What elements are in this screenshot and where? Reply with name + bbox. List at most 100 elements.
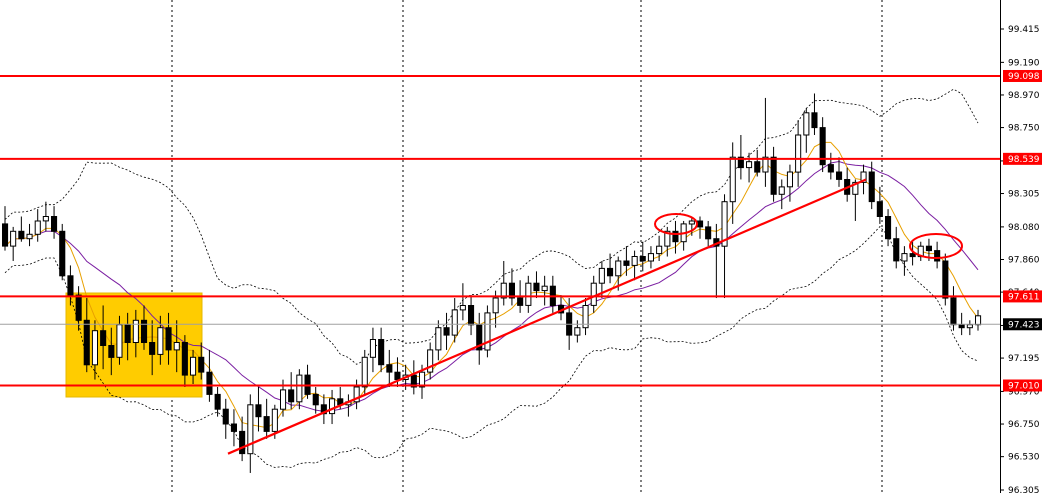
candle [876, 186, 883, 224]
candle-body [590, 282, 597, 306]
candle [574, 320, 581, 343]
candle [729, 142, 736, 224]
candle [386, 349, 393, 387]
candle-body [770, 156, 777, 195]
candle-body [157, 327, 164, 355]
candle-body [598, 267, 605, 284]
candle [607, 253, 614, 284]
candle [468, 295, 475, 336]
candle [746, 152, 753, 183]
candle-body [288, 389, 295, 403]
candle [680, 220, 687, 251]
candle [975, 309, 982, 331]
candle-body [909, 253, 916, 258]
candle-body [10, 230, 17, 247]
candle-body [893, 238, 900, 262]
candle [786, 164, 794, 202]
candle-body [18, 230, 25, 240]
y-tick-label: 98.080 [1008, 223, 1040, 233]
candle [165, 312, 172, 365]
candle [34, 209, 41, 242]
candle-body [811, 112, 818, 129]
candle [647, 246, 655, 269]
candle [296, 369, 303, 410]
candle [394, 357, 401, 387]
candle-body [83, 319, 90, 366]
candle-body [737, 156, 744, 169]
candle-body [966, 324, 973, 329]
candle-body [75, 294, 82, 321]
candle [214, 386, 221, 417]
candle [329, 389, 336, 425]
candle-body [51, 216, 58, 232]
candle-body [451, 309, 458, 336]
candle [83, 298, 90, 373]
candle-body [124, 324, 131, 344]
candle [181, 335, 188, 387]
candle [247, 394, 254, 473]
candle [141, 305, 148, 350]
level-price-tag [1003, 290, 1042, 303]
candle-body [34, 220, 41, 235]
candle-body [353, 386, 360, 403]
level-price-tag [1003, 69, 1042, 82]
candle [410, 360, 417, 395]
candle [893, 226, 900, 269]
candle-body [615, 260, 622, 277]
level-price-label: 97.010 [1008, 381, 1040, 391]
candle [75, 286, 82, 331]
candle-body [795, 134, 802, 173]
candle-body [394, 371, 401, 381]
candle [230, 409, 237, 447]
candle [885, 209, 892, 247]
candle [697, 216, 704, 239]
candle-body [574, 327, 581, 336]
candle [476, 312, 483, 365]
candle [353, 379, 360, 410]
candle-body [508, 282, 515, 299]
candle [312, 386, 319, 414]
candle [51, 206, 58, 239]
candle-body [263, 416, 270, 432]
candle [631, 250, 638, 281]
candle-body [181, 342, 188, 376]
candle [901, 246, 908, 276]
candle-body [492, 297, 499, 314]
candle-body [320, 404, 327, 415]
candle [10, 226, 17, 261]
candle [451, 298, 458, 343]
candle [705, 220, 712, 247]
candle-body [901, 253, 908, 262]
highlight-ellipse [909, 233, 963, 259]
candle [582, 298, 589, 336]
candle-body [26, 233, 33, 240]
candle-body [729, 156, 736, 203]
candle-body [975, 315, 982, 326]
candle-body [173, 342, 180, 351]
candle-body [754, 161, 761, 173]
candle [255, 386, 262, 432]
candle [942, 253, 949, 306]
candle-body [607, 267, 614, 277]
highlight-ellipse [654, 213, 698, 235]
candle-body [803, 112, 810, 136]
candle [656, 235, 663, 261]
candle-body [827, 164, 834, 173]
candle-body [786, 171, 794, 188]
candle-body [721, 201, 728, 247]
candle-body [149, 342, 156, 355]
y-tick-label: 96.305 [1008, 486, 1040, 493]
candle-body [247, 404, 254, 455]
candle [795, 120, 802, 187]
candle [664, 226, 671, 257]
candle [149, 320, 156, 376]
candle-body [443, 327, 450, 336]
candle [91, 320, 99, 380]
candle-body [852, 181, 859, 195]
candle [917, 241, 924, 261]
candle [67, 265, 74, 306]
candle-body [419, 371, 426, 388]
candle [966, 320, 973, 336]
candle [844, 167, 851, 202]
